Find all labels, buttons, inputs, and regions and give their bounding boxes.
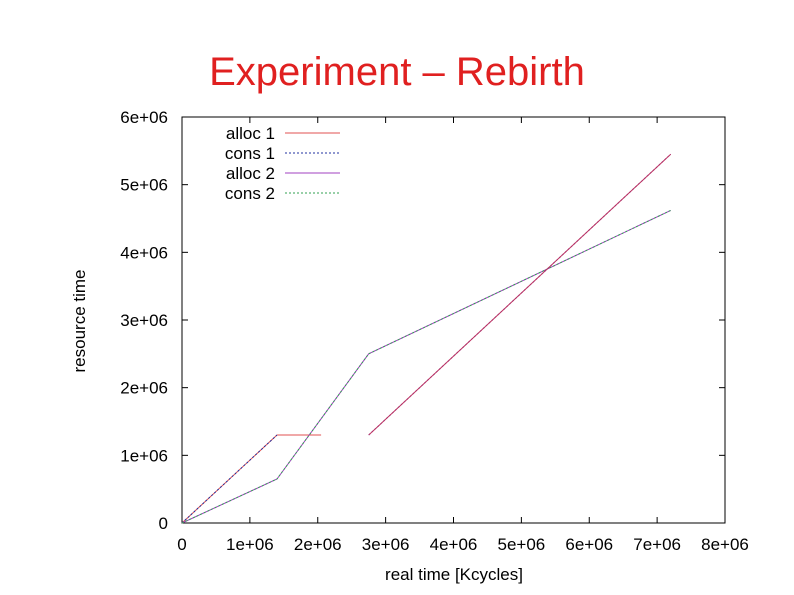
y-tick-label: 2e+06 — [120, 379, 168, 398]
y-tick-label: 0 — [159, 514, 168, 533]
x-tick-label: 6e+06 — [565, 535, 613, 554]
x-tick-label: 4e+06 — [430, 535, 478, 554]
y-tick-label: 6e+06 — [120, 108, 168, 127]
series-line-segment-5 — [368, 153, 672, 436]
y-tick-label: 4e+06 — [120, 243, 168, 262]
series-line-alloc-1 — [181, 434, 322, 524]
series-line-cons-2 — [181, 209, 671, 524]
x-tick-label: 2e+06 — [294, 535, 342, 554]
legend-label: cons 1 — [225, 144, 275, 163]
legend-label: cons 2 — [225, 184, 275, 203]
legend-label: alloc 2 — [226, 164, 275, 183]
y-tick-label: 5e+06 — [120, 176, 168, 195]
slide-title: Experiment – Rebirth — [209, 50, 585, 94]
series-line-alloc-2 — [181, 209, 671, 524]
x-tick-label: 3e+06 — [362, 535, 410, 554]
x-axis-label: real time [Kcycles] — [385, 565, 523, 584]
x-tick-label: 8e+06 — [701, 535, 749, 554]
x-tick-label: 1e+06 — [226, 535, 274, 554]
legend-label: alloc 1 — [226, 124, 275, 143]
y-tick-label: 1e+06 — [120, 446, 168, 465]
x-tick-label: 7e+06 — [633, 535, 681, 554]
y-axis-label: resource time — [70, 270, 89, 373]
x-tick-label: 0 — [177, 535, 186, 554]
y-tick-label: 3e+06 — [120, 311, 168, 330]
series-line-cons-1 — [181, 434, 278, 524]
x-tick-label: 5e+06 — [498, 535, 546, 554]
